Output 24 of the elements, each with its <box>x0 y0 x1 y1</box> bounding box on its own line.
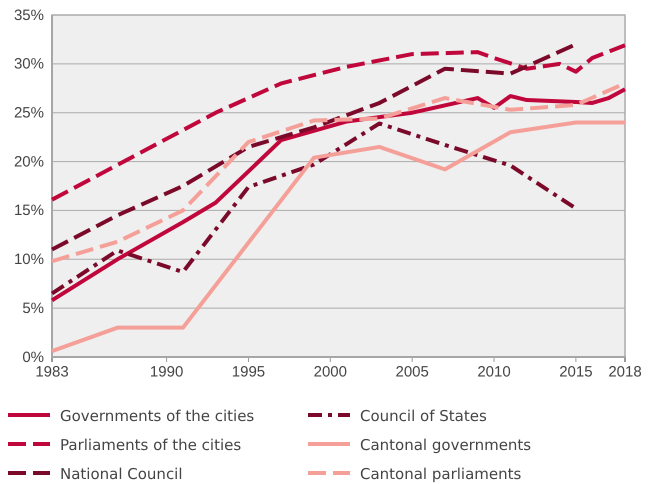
y-tick-label: 30% <box>14 56 44 73</box>
y-tick-label: 15% <box>14 202 44 220</box>
x-tick-label: 1990 <box>150 364 184 381</box>
y-tick-label: 0% <box>22 348 44 366</box>
x-tick-label: 1995 <box>232 364 266 381</box>
line-series <box>50 120 627 354</box>
legend-label: Cantonal parliaments <box>360 465 522 483</box>
legend-label: Parliaments of the cities <box>60 436 242 454</box>
x-tick-label: 2010 <box>477 364 511 381</box>
legend-label: Governments of the cities <box>60 407 254 425</box>
x-tick-label: 1983 <box>35 364 69 381</box>
y-tick-label: 20% <box>14 153 44 170</box>
x-tick-label: 2015 <box>559 364 593 381</box>
y-tick-label: 5% <box>22 300 44 317</box>
line-series <box>50 43 627 202</box>
x-tick-label: 2000 <box>314 364 347 381</box>
x-tick-label: 2005 <box>395 364 429 381</box>
x-tick-label: 2018 <box>608 364 642 381</box>
y-tick-label: 35% <box>14 6 44 24</box>
y-tick-label: 10% <box>14 251 44 268</box>
legend-label: Cantonal governments <box>360 436 532 454</box>
y-tick-label: 25% <box>14 104 44 122</box>
legend-label: Council of States <box>360 407 487 425</box>
legend-label: National Council <box>60 465 183 483</box>
